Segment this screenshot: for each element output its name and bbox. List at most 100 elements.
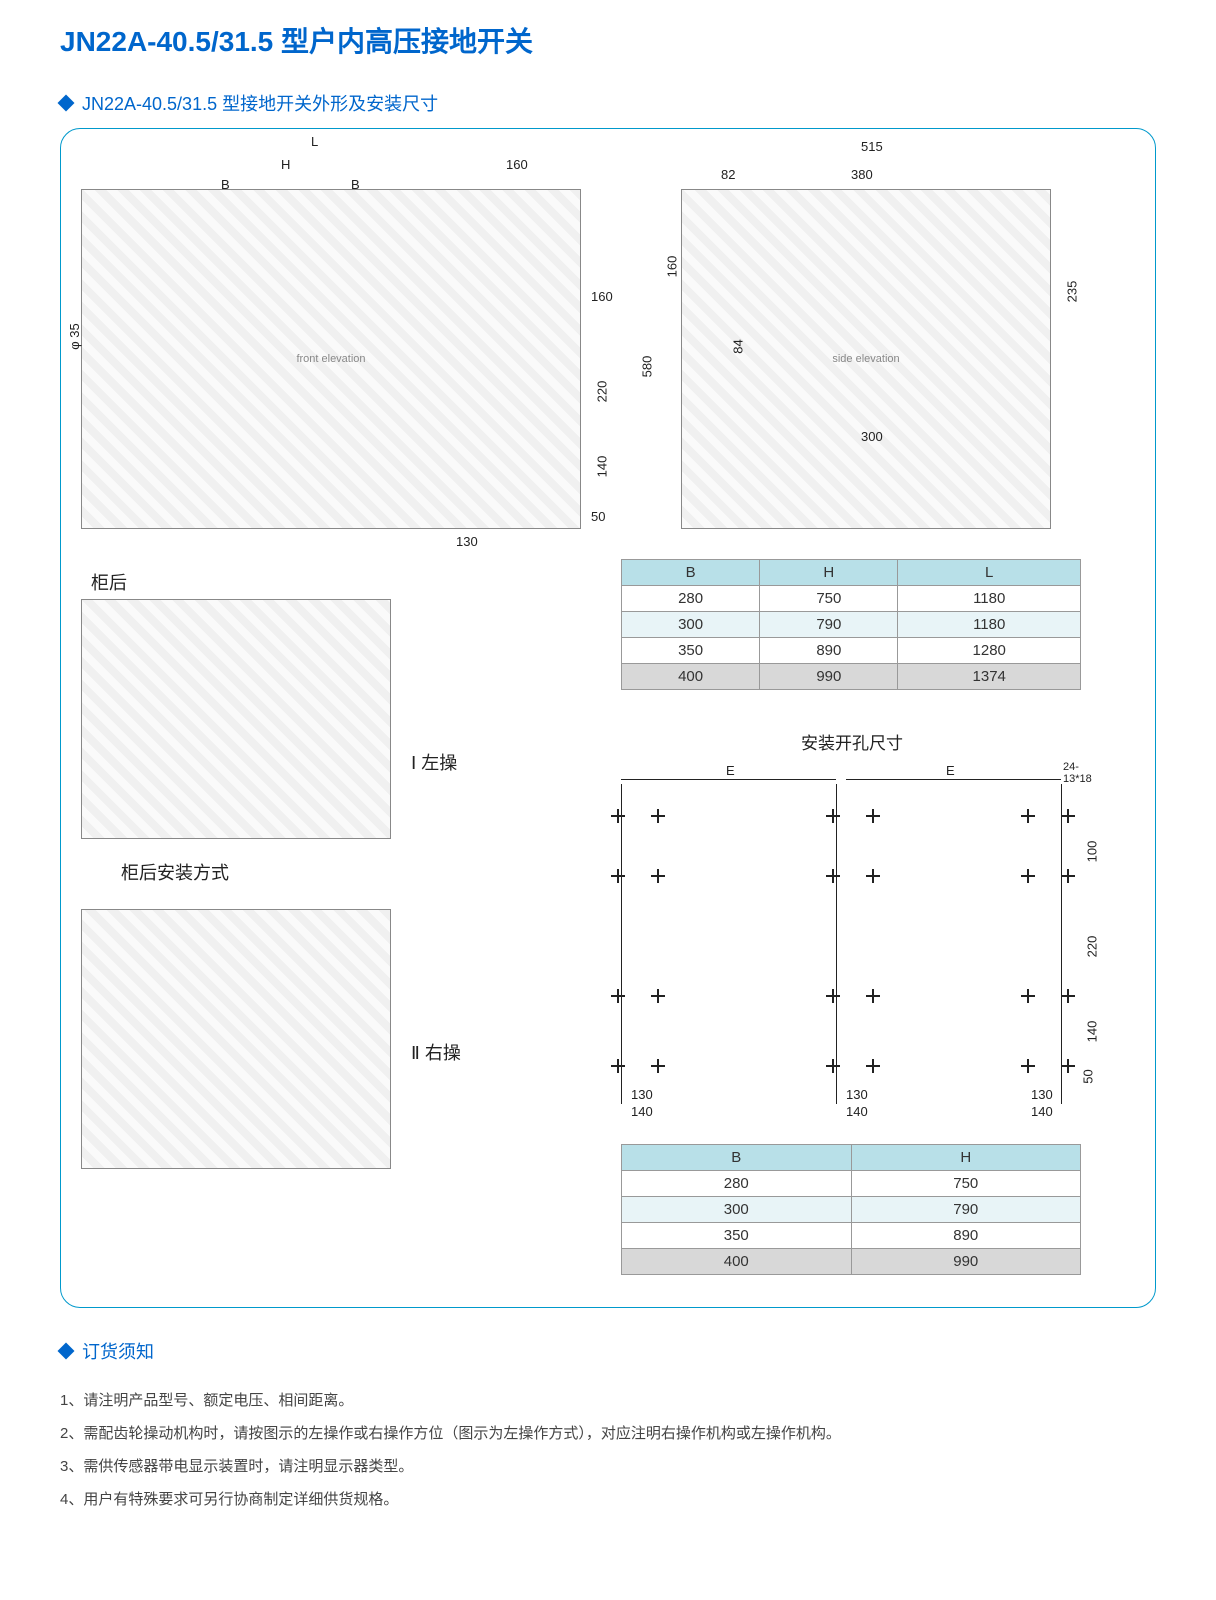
- order-note-item: 4、用户有特殊要求可另行协商制定详细供货规格。: [60, 1483, 1156, 1516]
- label-left-op: Ⅰ 左操: [411, 749, 457, 775]
- mounting-hole-mark: [826, 809, 840, 823]
- dimension-table-2: BH280750300790350890400990: [621, 1144, 1081, 1275]
- order-note-item: 3、需供传感器带电显示装置时，请注明显示器类型。: [60, 1450, 1156, 1483]
- table-row: 4009901374: [622, 664, 1081, 690]
- diamond-icon: [58, 95, 75, 112]
- order-note-item: 2、需配齿轮操动机构时，请按图示的左操作或右操作方位（图示为左操作方式），对应注…: [60, 1417, 1156, 1450]
- label-hole-title: 安装开孔尺寸: [801, 729, 903, 754]
- mounting-hole-mark: [826, 989, 840, 1003]
- dim-160a: 160: [506, 157, 528, 172]
- h130-3: 130: [1031, 1087, 1053, 1102]
- h140r: 140: [1084, 1021, 1099, 1043]
- h130-2: 130: [846, 1087, 868, 1102]
- dim-515: 515: [861, 139, 883, 154]
- table-row: 300790: [622, 1197, 1081, 1223]
- dim-220: 220: [594, 381, 609, 403]
- drawing-side-view: side elevation: [681, 189, 1051, 529]
- mounting-hole-mark: [1021, 809, 1035, 823]
- hole-note: 24-13*18: [1063, 761, 1092, 785]
- table-header: B: [622, 1145, 852, 1171]
- page-title: JN22A-40.5/31.5 型户内高压接地开关: [60, 20, 1156, 60]
- mounting-hole-mark: [651, 989, 665, 1003]
- mounting-hole-mark: [1021, 989, 1035, 1003]
- dim-E2: E: [946, 763, 955, 778]
- drawing-container: front elevation L H B B 160 φ 35 160 220…: [60, 128, 1156, 1308]
- section-order-header: 订货须知: [60, 1338, 1156, 1364]
- dim-50: 50: [591, 509, 605, 524]
- section-dimensions-title: JN22A-40.5/31.5 型接地开关外形及安装尺寸: [82, 90, 438, 116]
- h50r: 50: [1081, 1069, 1096, 1083]
- mounting-hole-mark: [1021, 1059, 1035, 1073]
- mounting-hole-mark: [826, 1059, 840, 1073]
- dim-160c: 160: [664, 256, 679, 278]
- dim-B1: B: [221, 177, 230, 192]
- drawing-left-operate: [81, 599, 391, 839]
- h140-2: 140: [846, 1104, 868, 1119]
- mounting-hole-mark: [866, 1059, 880, 1073]
- label-right-op: Ⅱ 右操: [411, 1039, 461, 1065]
- mounting-hole-mark: [866, 869, 880, 883]
- drawing-front-view: front elevation: [81, 189, 581, 529]
- mounting-hole-mark: [866, 809, 880, 823]
- label-guihou: 柜后: [91, 569, 127, 595]
- mounting-hole-mark: [1061, 869, 1075, 883]
- table-cell: 400: [622, 1249, 852, 1275]
- mounting-hole-mark: [1061, 809, 1075, 823]
- dim-L: L: [311, 134, 318, 149]
- table-cell: 400: [622, 664, 760, 690]
- table-row: 280750: [622, 1171, 1081, 1197]
- mounting-hole-mark: [651, 869, 665, 883]
- table-cell: 750: [851, 1171, 1081, 1197]
- dim-130: 130: [456, 534, 478, 549]
- table-cell: 300: [622, 612, 760, 638]
- table-cell: 990: [851, 1249, 1081, 1275]
- table-header: B: [622, 560, 760, 586]
- mounting-hole-mark: [651, 1059, 665, 1073]
- h220: 220: [1084, 936, 1099, 958]
- mounting-hole-mark: [1061, 989, 1075, 1003]
- drawing-right-operate: [81, 909, 391, 1169]
- dim-B2: B: [351, 177, 360, 192]
- mounting-hole-mark: [1061, 1059, 1075, 1073]
- h140-1: 140: [631, 1104, 653, 1119]
- diamond-icon: [58, 1343, 75, 1360]
- dim-235: 235: [1064, 281, 1079, 303]
- dim-380: 380: [851, 167, 873, 182]
- order-note-item: 1、请注明产品型号、额定电压、相间距离。: [60, 1384, 1156, 1417]
- h100: 100: [1084, 841, 1099, 863]
- table-header: L: [898, 560, 1081, 586]
- table-row: 2807501180: [622, 586, 1081, 612]
- dim-140: 140: [594, 456, 609, 478]
- table-header: H: [851, 1145, 1081, 1171]
- table-cell: 300: [622, 1197, 852, 1223]
- table-cell: 1180: [898, 586, 1081, 612]
- table-row: 3007901180: [622, 612, 1081, 638]
- table-cell: 280: [622, 586, 760, 612]
- table-header: H: [760, 560, 898, 586]
- h140-3: 140: [1031, 1104, 1053, 1119]
- table-cell: 790: [760, 612, 898, 638]
- section-dimensions-header: JN22A-40.5/31.5 型接地开关外形及安装尺寸: [60, 90, 1156, 116]
- dim-580: 580: [639, 356, 654, 378]
- table-cell: 890: [760, 638, 898, 664]
- table-cell: 1280: [898, 638, 1081, 664]
- mounting-hole-mark: [651, 809, 665, 823]
- table-cell: 350: [622, 1223, 852, 1249]
- mounting-hole-mark: [611, 809, 625, 823]
- mounting-hole-mark: [1021, 869, 1035, 883]
- table-row: 400990: [622, 1249, 1081, 1275]
- table-cell: 350: [622, 638, 760, 664]
- mounting-hole-mark: [611, 989, 625, 1003]
- table-cell: 990: [760, 664, 898, 690]
- table-cell: 890: [851, 1223, 1081, 1249]
- table-cell: 1374: [898, 664, 1081, 690]
- mounting-hole-mark: [826, 869, 840, 883]
- table-cell: 1180: [898, 612, 1081, 638]
- mounting-hole-mark: [611, 869, 625, 883]
- order-notes-list: 1、请注明产品型号、额定电压、相间距离。2、需配齿轮操动机构时，请按图示的左操作…: [60, 1384, 1156, 1516]
- dim-E1: E: [726, 763, 735, 778]
- dim-300: 300: [861, 429, 883, 444]
- hole-pattern-diagram: E E 24-13*18 130 140 130 140 130 140 100…: [601, 769, 1081, 1129]
- dim-phi35: φ 35: [67, 323, 82, 350]
- table-cell: 280: [622, 1171, 852, 1197]
